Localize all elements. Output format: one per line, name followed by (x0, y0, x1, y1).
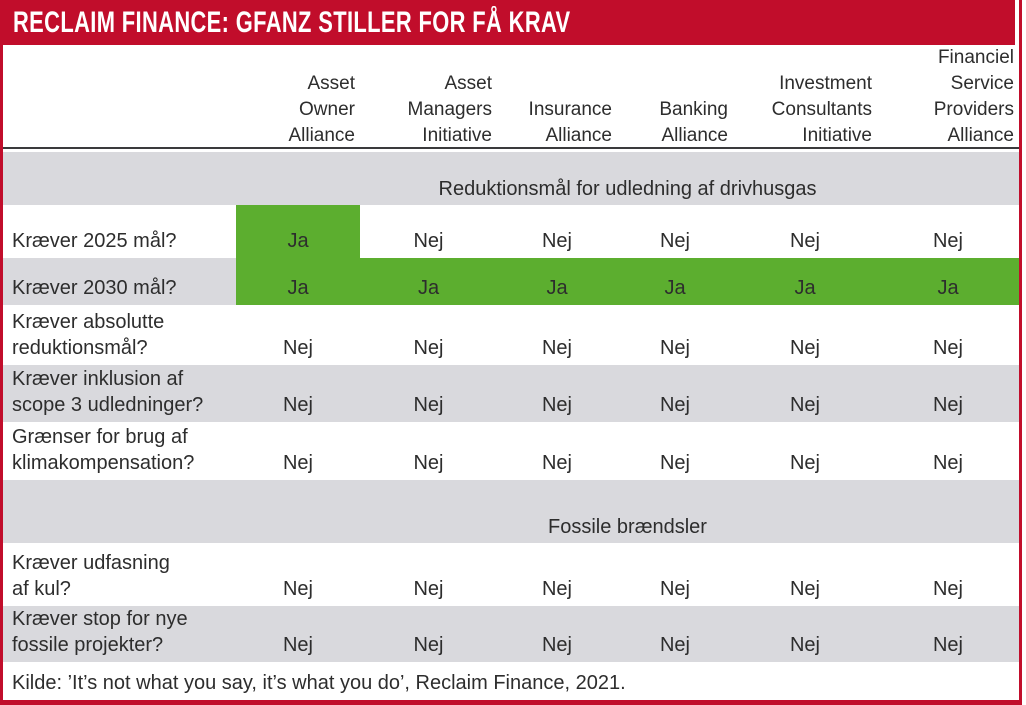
value-cell: Nej (541, 230, 572, 252)
table-row: Kræver inklusion af scope 3 udledninger?… (3, 365, 1019, 422)
table-row: Grænser for brug af klimakompensation? Ne… (3, 422, 1019, 480)
table-row: Kræver udfasning af kul? Nej Nej Nej Nej Nej N… (3, 543, 1019, 606)
value-cell: Ja (877, 258, 1019, 305)
row-label: Kræver stop for nye fossile projekter? (12, 608, 188, 656)
section-heading-fossil: Fossile brændsler (3, 480, 1019, 543)
corner-cell (3, 45, 236, 151)
value-cell: Nej (541, 634, 572, 656)
page-title: RECLAIM FINANCE: GFANZ STILLER FOR FÅ KR… (13, 6, 571, 39)
row-label: Kræver 2025 mål? (12, 230, 177, 252)
value-cell: Nej (282, 452, 313, 474)
section-rows-1: Kræver udfasning af kul? Nej Nej Nej Nej Nej N… (3, 543, 1019, 662)
value-cell: Nej (932, 394, 963, 416)
table-row: Kræver absolutte reduktionsmål? Nej Nej Nej… (3, 305, 1019, 365)
value-cell: Ja (617, 258, 733, 305)
value-cell: Nej (413, 230, 444, 252)
section-emissions: Reduktionsmål for udledning af drivhusga… (3, 152, 1019, 480)
table-content: Asset Owner Alliance Asset Managers Initi… (3, 45, 1019, 700)
section-rows-0: Kræver 2025 mål? Ja Nej Nej Nej Nej Nej Kræver … (3, 205, 1019, 480)
value-cell: Nej (541, 394, 572, 416)
value-cell: Nej (282, 578, 313, 600)
title-bar: RECLAIM FINANCE: GFANZ STILLER FOR FÅ KR… (0, 0, 1015, 45)
bottom-bar (0, 700, 1022, 705)
column-headers: Asset Owner Alliance Asset Managers Initi… (3, 45, 1019, 149)
value-cell: Nej (541, 337, 572, 359)
column-header: Insurance Alliance (528, 99, 612, 146)
column-header: Investment Consultants Initiative (771, 73, 872, 146)
value-cell: Nej (413, 337, 444, 359)
value-cell: Nej (932, 230, 963, 252)
right-border (1019, 0, 1022, 705)
value-cell: Nej (413, 578, 444, 600)
value-cell: Ja (236, 205, 360, 258)
column-header: Asset Owner Alliance (288, 73, 355, 146)
value-cell: Nej (282, 634, 313, 656)
value-cell: Nej (789, 230, 820, 252)
value-cell: Nej (659, 230, 690, 252)
value-cell: Nej (932, 578, 963, 600)
value-cell: Ja (733, 258, 877, 305)
column-header: Financiel Service Providers Alliance (933, 47, 1014, 146)
value-cell: Nej (789, 394, 820, 416)
table-row: Kræver stop for nye fossile projekter? Ne… (3, 606, 1019, 662)
value-cell: Nej (413, 394, 444, 416)
value-cell: Nej (932, 452, 963, 474)
value-cell: Nej (789, 452, 820, 474)
row-label: Kræver 2030 mål? (12, 277, 177, 299)
row-label: Kræver absolutte reduktionsmål? (12, 311, 165, 359)
value-cell: Nej (932, 337, 963, 359)
value-cell: Nej (413, 634, 444, 656)
value-cell: Nej (413, 452, 444, 474)
value-cell: Nej (932, 634, 963, 656)
value-cell: Nej (659, 452, 690, 474)
value-cell: Nej (789, 634, 820, 656)
value-cell: Nej (659, 394, 690, 416)
value-cell: Nej (282, 394, 313, 416)
column-header: Asset Managers Initiative (407, 73, 493, 146)
value-cell: Nej (659, 578, 690, 600)
header-gap (3, 149, 1019, 152)
value-cell: Nej (659, 337, 690, 359)
row-label: Kræver udfasning af kul? (12, 552, 170, 600)
source-note: Kilde: ’It’s not what you say, it’s what… (3, 662, 1019, 700)
table-row: Kræver 2030 mål? Ja Ja Ja Ja Ja Ja (3, 258, 1019, 305)
value-cell: Nej (541, 452, 572, 474)
value-cell: Nej (789, 578, 820, 600)
value-cell: Nej (659, 634, 690, 656)
value-cell: Ja (497, 258, 617, 305)
row-label: Kræver inklusion af scope 3 udledninger? (12, 368, 204, 416)
value-cell: Ja (236, 258, 360, 305)
table-row: Kræver 2025 mål? Ja Nej Nej Nej Nej Nej (3, 205, 1019, 258)
value-cell: Nej (282, 337, 313, 359)
column-header: Banking Alliance (659, 99, 728, 146)
value-cell: Ja (360, 258, 497, 305)
section-heading-emissions: Reduktionsmål for udledning af drivhusga… (3, 152, 1019, 205)
section-fossil: Fossile brændsler Kræver udfasning af ku… (3, 480, 1019, 662)
value-cell: Nej (541, 578, 572, 600)
left-border (0, 0, 3, 705)
row-label: Grænser for brug af klimakompensation? (12, 426, 195, 474)
value-cell: Nej (789, 337, 820, 359)
